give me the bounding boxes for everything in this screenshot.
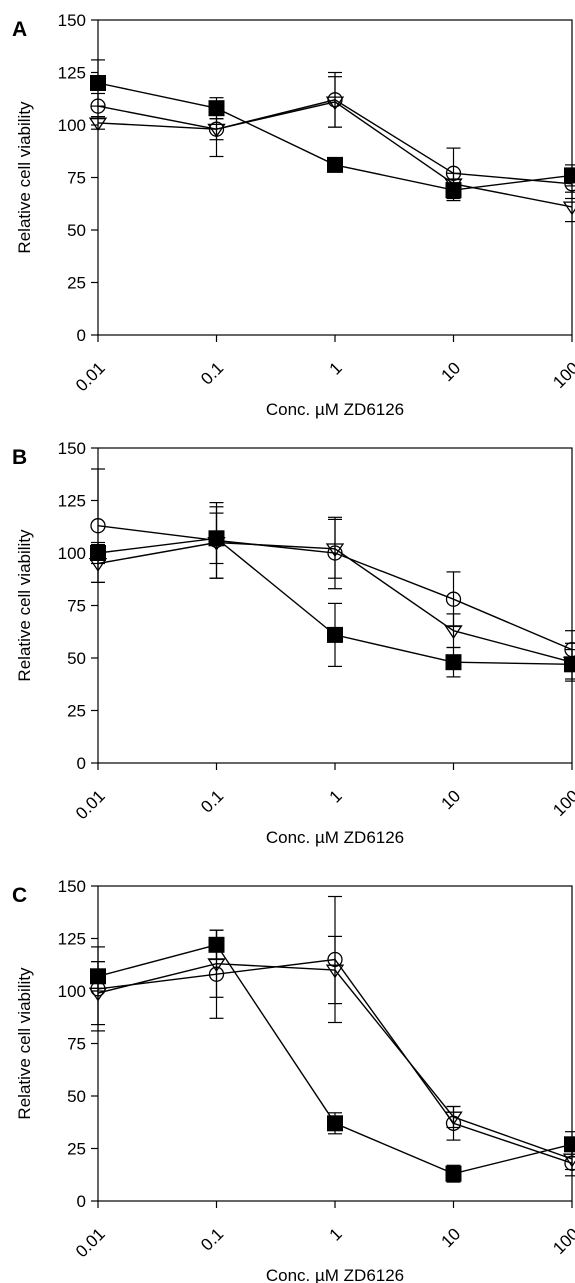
x-tick-label: 1 bbox=[326, 358, 346, 378]
data-point-triangle-down-open bbox=[88, 117, 108, 132]
data-point-square-filled bbox=[445, 1165, 462, 1182]
series-triangle-down-open bbox=[88, 929, 575, 1171]
x-tick-label: 100 bbox=[549, 786, 575, 819]
data-point-square-filled bbox=[327, 156, 343, 173]
data-point-square-filled bbox=[564, 1136, 575, 1153]
data-point-square-filled bbox=[90, 75, 106, 91]
data-point-circle-open bbox=[90, 518, 106, 534]
x-tick-label: 1 bbox=[326, 786, 346, 806]
y-tick-label: 150 bbox=[58, 877, 86, 896]
x-tick-label: 0.1 bbox=[197, 1224, 227, 1254]
y-tick-label: 125 bbox=[58, 64, 86, 83]
chart-panel-a: A 0 25 50 75 100 125 150 0.01 0.1 1 10 100 Conc. µM Z… bbox=[12, 11, 575, 419]
y-tick-label: 125 bbox=[58, 492, 86, 511]
panel-label: A bbox=[12, 18, 27, 41]
series-circle-open bbox=[90, 71, 575, 200]
y-tick-label: 0 bbox=[77, 754, 86, 773]
series-triangle-down-open bbox=[88, 76, 575, 223]
x-tick-label: 0.1 bbox=[197, 358, 227, 388]
y-tick-label: 100 bbox=[58, 544, 86, 563]
y-tick-label: 150 bbox=[58, 439, 86, 458]
y-tick-label: 25 bbox=[67, 1140, 86, 1159]
y-tick-label: 100 bbox=[58, 116, 86, 135]
y-tick-label: 75 bbox=[67, 169, 86, 188]
panel-label: B bbox=[12, 446, 27, 469]
x-axis-title: Conc. µM ZD6126 bbox=[266, 828, 404, 847]
data-point-triangle-down-open bbox=[325, 964, 345, 979]
chart-panel-c: C 0 25 50 75 100 125 150 0.01 0.1 1 10 100 Conc. µM Z… bbox=[12, 877, 575, 1283]
x-tick-label: 1 bbox=[326, 1224, 346, 1244]
data-point-triangle-down-open bbox=[325, 96, 345, 111]
x-tick-label: 0.01 bbox=[72, 1224, 109, 1261]
data-point-triangle-down-open bbox=[562, 656, 575, 671]
x-tick-label: 0.1 bbox=[197, 786, 227, 816]
series-triangle-down-open bbox=[88, 506, 575, 682]
x-tick-label: 100 bbox=[549, 358, 575, 391]
y-tick-label: 75 bbox=[67, 1035, 86, 1054]
y-axis-title: Relative cell viability bbox=[15, 101, 34, 254]
y-tick-label: 150 bbox=[58, 11, 86, 30]
data-point-triangle-down-open bbox=[325, 543, 345, 558]
data-point-circle-open bbox=[90, 98, 106, 114]
y-tick-label: 0 bbox=[77, 1192, 86, 1211]
data-point-triangle-down-open bbox=[562, 1153, 575, 1168]
y-tick-label: 100 bbox=[58, 982, 86, 1001]
data-point-triangle-down-open bbox=[562, 201, 575, 216]
y-tick-label: 0 bbox=[77, 326, 86, 345]
x-tick-label: 10 bbox=[438, 786, 465, 813]
y-tick-label: 50 bbox=[67, 649, 86, 668]
data-point-triangle-down-open bbox=[207, 123, 226, 138]
y-tick-label: 25 bbox=[67, 274, 86, 293]
series-square-filled bbox=[90, 512, 575, 680]
data-point-triangle-down-open bbox=[207, 958, 226, 973]
data-point-square-filled bbox=[327, 626, 343, 643]
x-tick-label: 100 bbox=[549, 1224, 575, 1257]
chart-panel-b: B 0 25 50 75 100 125 150 0.01 0.1 1 10 100 Conc. µM Z… bbox=[12, 439, 575, 847]
data-point-triangle-down-open bbox=[444, 625, 463, 640]
data-point-square-filled bbox=[564, 656, 575, 673]
data-point-circle-open bbox=[445, 591, 462, 607]
x-tick-label: 0.01 bbox=[72, 786, 109, 823]
data-point-triangle-down-open bbox=[444, 1111, 463, 1126]
data-point-triangle-down-open bbox=[207, 537, 226, 551]
x-tick-label: 10 bbox=[438, 1224, 465, 1251]
data-point-triangle-down-open bbox=[88, 558, 108, 572]
y-tick-label: 75 bbox=[67, 597, 86, 616]
x-tick-label: 0.01 bbox=[72, 358, 109, 395]
data-point-circle-open bbox=[564, 176, 575, 192]
data-point-square-filled bbox=[327, 1115, 343, 1132]
y-tick-label: 25 bbox=[67, 702, 86, 721]
x-tick-label: 10 bbox=[438, 358, 465, 385]
y-axis-title: Relative cell viability bbox=[15, 529, 34, 682]
data-point-square-filled bbox=[445, 654, 462, 671]
y-tick-label: 50 bbox=[67, 1087, 86, 1106]
series-square-filled bbox=[90, 929, 575, 1183]
y-tick-label: 50 bbox=[67, 221, 86, 240]
series-square-filled bbox=[90, 59, 575, 202]
x-axis-title: Conc. µM ZD6126 bbox=[266, 400, 404, 419]
y-axis-title: Relative cell viability bbox=[15, 967, 34, 1120]
data-point-triangle-down-open bbox=[444, 178, 463, 193]
data-point-triangle-down-open bbox=[88, 987, 108, 1002]
y-tick-label: 125 bbox=[58, 930, 86, 949]
panel-label: C bbox=[12, 884, 27, 907]
x-axis-title: Conc. µM ZD6126 bbox=[266, 1266, 404, 1283]
